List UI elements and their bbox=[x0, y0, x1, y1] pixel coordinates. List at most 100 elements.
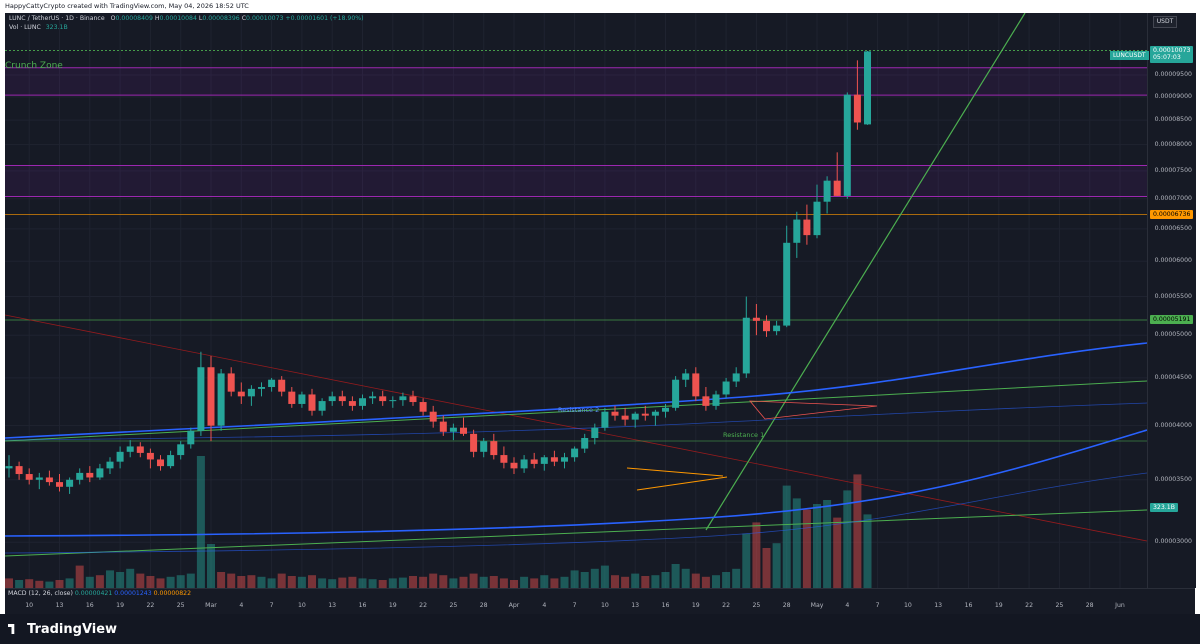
time-tick-label: 10 bbox=[297, 602, 306, 609]
candle bbox=[106, 457, 114, 475]
candle-body bbox=[601, 411, 609, 428]
candle bbox=[136, 442, 144, 458]
crunch-zone-rect bbox=[5, 67, 1147, 96]
resistance-1-label: Resistance 1 bbox=[723, 431, 764, 439]
volume-bar bbox=[570, 570, 579, 588]
macd-pane[interactable]: MACD (12, 26, close) 0.00000421 0.000012… bbox=[5, 588, 1195, 601]
time-tick-label: 7 bbox=[269, 602, 274, 609]
candle-body bbox=[550, 457, 558, 462]
volume-bar bbox=[479, 576, 488, 588]
candle-body bbox=[197, 367, 205, 431]
triangle-lower bbox=[636, 476, 728, 491]
candle-body bbox=[833, 180, 841, 196]
candle-body bbox=[106, 461, 114, 469]
candle bbox=[722, 377, 730, 399]
volume-bar bbox=[621, 576, 630, 588]
candle-body bbox=[379, 396, 387, 402]
last-price-value: 0.00010073 bbox=[1153, 47, 1191, 55]
volume-bar bbox=[75, 565, 84, 588]
volume-bar bbox=[853, 474, 862, 588]
time-axis[interactable]: 10 13 16 19 22 25 Mar 4 7 10 13 16 19 22 25 28 Apr 4 7 10 13… bbox=[5, 600, 1195, 614]
candle-body bbox=[500, 455, 508, 463]
time-tick-label: 13 bbox=[934, 602, 943, 609]
candle bbox=[510, 457, 518, 475]
price-tick-label: 0.00005500 bbox=[1154, 292, 1192, 300]
candle bbox=[682, 368, 690, 388]
volume-bar bbox=[217, 572, 226, 588]
candle bbox=[35, 472, 43, 490]
volume-bar bbox=[459, 576, 468, 588]
candle bbox=[146, 448, 154, 469]
candle-body bbox=[843, 94, 851, 196]
candle bbox=[116, 446, 124, 469]
volume-bar bbox=[308, 575, 316, 588]
candle-body bbox=[227, 373, 235, 392]
volume-bar bbox=[691, 573, 700, 588]
volume-bar bbox=[348, 576, 357, 588]
volume-bar bbox=[116, 572, 125, 588]
volume-bar bbox=[287, 576, 296, 588]
candle-body bbox=[864, 51, 871, 125]
candle bbox=[389, 396, 397, 408]
candle-body bbox=[298, 394, 306, 404]
volume-bar bbox=[146, 576, 155, 588]
volume-bar bbox=[358, 578, 367, 588]
candle bbox=[15, 461, 23, 480]
candle-body bbox=[399, 396, 407, 401]
time-tick-label: 28 bbox=[1085, 602, 1094, 609]
volume-bar bbox=[590, 568, 599, 588]
candle bbox=[439, 415, 447, 436]
tradingview-logo[interactable]: TradingView bbox=[8, 622, 117, 637]
footer: TradingView bbox=[0, 614, 1200, 644]
time-tick-label: 10 bbox=[600, 602, 609, 609]
price-tick-label: 0.00008500 bbox=[1154, 116, 1192, 124]
price-axis[interactable]: USDT 0.00009500 0.00009000 0.00008500 0.000… bbox=[1147, 13, 1196, 588]
volume-bar bbox=[65, 578, 74, 588]
volume-bar bbox=[732, 568, 741, 588]
volume-bar bbox=[742, 533, 751, 588]
volume-bar bbox=[338, 577, 347, 588]
candle bbox=[66, 477, 74, 494]
volume-bar bbox=[267, 578, 276, 588]
candle bbox=[348, 396, 356, 411]
symbol-title[interactable]: LUNC / TetherUS · 1D · Binance bbox=[9, 15, 105, 22]
candle bbox=[288, 387, 296, 408]
candle-body bbox=[439, 421, 447, 432]
candle-body bbox=[359, 398, 366, 406]
time-tick-label: 4 bbox=[239, 602, 244, 609]
time-tick-label: 13 bbox=[55, 602, 64, 609]
volume-bar bbox=[469, 573, 478, 588]
candle bbox=[763, 315, 770, 337]
time-tick-label: 25 bbox=[176, 602, 185, 609]
candle bbox=[45, 470, 53, 486]
time-tick-label: 16 bbox=[661, 602, 670, 609]
price-tick-label: 0.00003000 bbox=[1154, 538, 1192, 546]
time-tick-label: 28 bbox=[479, 602, 488, 609]
candle-body bbox=[470, 433, 478, 452]
symbol-badge: LUNCUSDT bbox=[1110, 51, 1149, 60]
candle-body bbox=[56, 482, 63, 487]
volume-bar bbox=[580, 572, 589, 588]
blue-curve-thin-lower bbox=[5, 472, 1147, 554]
candle bbox=[641, 405, 649, 421]
volume-bar bbox=[520, 576, 529, 588]
candle bbox=[56, 474, 63, 492]
volume-bar bbox=[318, 578, 327, 588]
candle bbox=[631, 411, 639, 428]
candle bbox=[672, 376, 680, 411]
volume-bar bbox=[247, 575, 256, 588]
volume-bar bbox=[55, 580, 64, 588]
currency-button[interactable]: USDT bbox=[1153, 16, 1177, 28]
volume-bars bbox=[5, 456, 872, 588]
chart-area[interactable]: Crunch Zone Resistance 2 Resistance 1 LUNC… bbox=[5, 13, 1147, 588]
candle-body bbox=[369, 396, 377, 399]
candle-body bbox=[116, 451, 124, 462]
time-tick-label: 10 bbox=[903, 602, 912, 609]
volume-bar bbox=[863, 514, 872, 588]
candle bbox=[783, 225, 791, 328]
candlestick-chart[interactable]: Crunch Zone Resistance 2 Resistance 1 bbox=[5, 13, 1147, 588]
last-price-badge: 0.00010073 05:07:03 bbox=[1150, 46, 1194, 64]
candle-body bbox=[763, 320, 770, 332]
candle-body bbox=[247, 388, 255, 397]
candle-body bbox=[530, 459, 538, 464]
